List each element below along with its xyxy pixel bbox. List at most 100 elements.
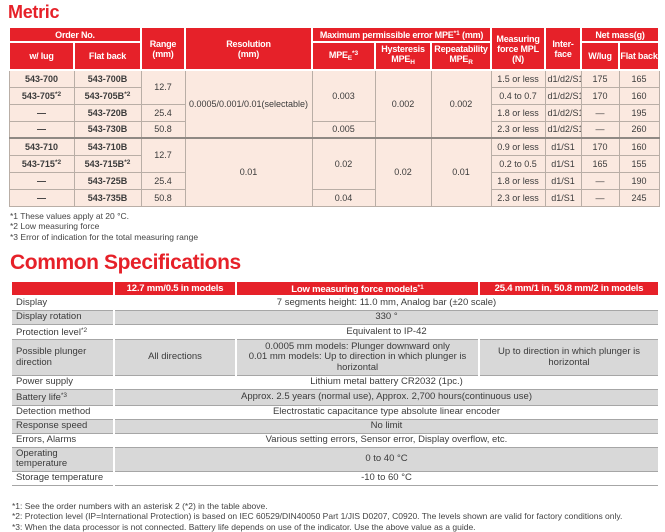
models-12-7-header: 12.7 mm/0.5 in models bbox=[114, 281, 236, 296]
metric-section-title: Metric bbox=[8, 2, 660, 23]
interface-header-line2: face bbox=[546, 49, 580, 59]
mass-flat-back-cell: 195 bbox=[619, 104, 659, 121]
interface-cell: d1/d2/S1 bbox=[545, 87, 581, 104]
mass-w-lug-cell: — bbox=[581, 189, 619, 206]
metric-row: — 543-730B 50.8 0.005 2.3 or less d1/d2/… bbox=[9, 121, 659, 138]
range-cell: 25.4 bbox=[141, 104, 185, 121]
low-force-models-text: Low measuring force models bbox=[291, 284, 417, 295]
interface-cell: d1/d2/S1 bbox=[545, 121, 581, 138]
spec-label-cell: Possible plunger direction bbox=[11, 340, 114, 376]
spec-label-cell: Battery life*3 bbox=[11, 390, 114, 406]
spec-label-text: Battery life bbox=[16, 392, 61, 403]
spec-value-cell: 0.0005 mm models: Plunger downward only … bbox=[236, 340, 479, 376]
spec-value-cell: Lithium metal battery CR2032 (1pc.) bbox=[114, 376, 659, 390]
metric-table: Order No. Range (mm) Resolution (mm) Max… bbox=[8, 26, 660, 207]
spec-label-footnote-mark: *2 bbox=[81, 327, 87, 334]
range-cell: 50.8 bbox=[141, 189, 185, 206]
spec-label-cell: Storage temperature bbox=[11, 471, 114, 485]
mpe-group-header-unit: (mm) bbox=[460, 30, 484, 40]
repeatability-header-line2: MPER bbox=[432, 54, 490, 68]
spec-value-cell: Various setting errors, Sensor error, Di… bbox=[114, 433, 659, 447]
spec-row: Operating temperature 0 to 40 °C bbox=[11, 447, 659, 471]
mass-flat-back-cell: 155 bbox=[619, 155, 659, 172]
range-cell: 12.7 bbox=[141, 138, 185, 172]
spec-value-cell: 330 ° bbox=[114, 310, 659, 324]
interface-header-line1: Inter- bbox=[546, 39, 580, 49]
hysteresis-cell: 0.002 bbox=[375, 70, 431, 138]
interface-cell: d1/S1 bbox=[545, 172, 581, 189]
spec-row: Display 7 segments height: 11.0 mm, Anal… bbox=[11, 296, 659, 310]
w-lug-header: w/ lug bbox=[9, 42, 74, 70]
mpe-group-header-text: Maximum permissible error MPE bbox=[320, 30, 454, 40]
order-no-flat-back-cell: 543-715B*2 bbox=[74, 155, 141, 172]
spec-value-cell: Approx. 2.5 years (normal use), Approx. … bbox=[114, 390, 659, 406]
measuring-force-cell: 0.2 to 0.5 bbox=[491, 155, 545, 172]
range-header: Range (mm) bbox=[141, 27, 185, 70]
resolution-header-line1: Resolution bbox=[186, 39, 311, 49]
repeatability-cell: 0.01 bbox=[431, 138, 491, 206]
footnote: *3 Error of indication for the total mea… bbox=[10, 232, 660, 243]
interface-cell: d1/S1 bbox=[545, 138, 581, 155]
order-no-text: 543-715 bbox=[22, 159, 55, 169]
mass-w-lug-cell: 175 bbox=[581, 70, 619, 87]
mpe-e-cell: 0.02 bbox=[312, 138, 375, 189]
order-no-text: 543-715B bbox=[85, 159, 125, 169]
spec-label-cell: Protection level*2 bbox=[11, 324, 114, 340]
spec-value-cell: -10 to 60 °C bbox=[114, 471, 659, 485]
mpe-group-header: Maximum permissible error MPE*1 (mm) bbox=[312, 27, 491, 42]
models-25-4-50-8-header: 25.4 mm/1 in, 50.8 mm/2 in models bbox=[479, 281, 659, 296]
measuring-force-header: Measuring force MPL (N) bbox=[491, 27, 545, 70]
footnote: *3: When the data processor is not conne… bbox=[12, 522, 660, 532]
mass-flat-back-cell: 245 bbox=[619, 189, 659, 206]
spec-row: Possible plunger direction All direction… bbox=[11, 340, 659, 376]
mass-w-lug-cell: 170 bbox=[581, 87, 619, 104]
interface-cell: d1/d2/S1 bbox=[545, 70, 581, 87]
measuring-force-cell: 1.8 or less bbox=[491, 172, 545, 189]
measuring-force-cell: 2.3 or less bbox=[491, 121, 545, 138]
mass-w-lug-cell: — bbox=[581, 104, 619, 121]
order-no-w-lug-cell: 543-700 bbox=[9, 70, 74, 87]
spec-value-cell: All directions bbox=[114, 340, 236, 376]
mpe-e-cell: 0.003 bbox=[312, 70, 375, 121]
mpe-e-header: MPEE*3 bbox=[312, 42, 375, 70]
order-no-flat-back-cell: 543-710B bbox=[74, 138, 141, 155]
low-force-models-header: Low measuring force models*1 bbox=[236, 281, 479, 296]
order-no-w-lug-cell: 543-710 bbox=[9, 138, 74, 155]
order-no-w-lug-cell: — bbox=[9, 104, 74, 121]
order-no-text: 543-705B bbox=[85, 91, 125, 101]
range-cell: 50.8 bbox=[141, 121, 185, 138]
mass-flat-back-cell: 160 bbox=[619, 87, 659, 104]
mass-flat-back-cell: 260 bbox=[619, 121, 659, 138]
order-no-w-lug-cell: 543-705*2 bbox=[9, 87, 74, 104]
order-no-w-lug-cell: 543-715*2 bbox=[9, 155, 74, 172]
net-mass-header: Net mass(g) bbox=[581, 27, 659, 42]
spec-value-cell: Equivalent to IP-42 bbox=[114, 324, 659, 340]
mpe-e-cell: 0.005 bbox=[312, 121, 375, 138]
range-header-line2: (mm) bbox=[142, 49, 184, 59]
spec-row: Battery life*3 Approx. 2.5 years (normal… bbox=[11, 390, 659, 406]
common-specs-section-title: Common Specifications bbox=[10, 251, 660, 275]
common-specs-table: 12.7 mm/0.5 in models Low measuring forc… bbox=[10, 280, 660, 486]
repeatability-header: Repeatability MPER bbox=[431, 42, 491, 70]
mass-w-lug-cell: — bbox=[581, 172, 619, 189]
footnote: *2 Low measuring force bbox=[10, 221, 660, 232]
blank-header-cell bbox=[11, 281, 114, 296]
mass-flat-back-cell: 165 bbox=[619, 70, 659, 87]
order-no-footnote-mark: *2 bbox=[55, 159, 61, 166]
range-cell: 12.7 bbox=[141, 70, 185, 104]
hysteresis-mpe-sub: H bbox=[410, 59, 415, 66]
order-no-flat-back-cell: 543-720B bbox=[74, 104, 141, 121]
metric-row: 543-700 543-700B 12.7 0.0005/0.001/0.01(… bbox=[9, 70, 659, 87]
measuring-force-cell: 0.4 to 0.7 bbox=[491, 87, 545, 104]
spec-value-cell: No limit bbox=[114, 419, 659, 433]
range-header-line1: Range bbox=[142, 39, 184, 49]
mpe-e-header-text: MPE bbox=[329, 50, 348, 60]
repeatability-mpe-sub: R bbox=[468, 59, 473, 66]
low-force-models-footnote-mark: *1 bbox=[418, 284, 424, 291]
hysteresis-header-line1: Hysteresis bbox=[376, 44, 430, 54]
footnote: *1 These values apply at 20 °C. bbox=[10, 211, 660, 222]
interface-cell: d1/S1 bbox=[545, 155, 581, 172]
spec-label-cell: Errors, Alarms bbox=[11, 433, 114, 447]
metric-row: 543-710 543-710B 12.7 0.01 0.02 0.02 0.0… bbox=[9, 138, 659, 155]
spec-value-cell: 0 to 40 °C bbox=[114, 447, 659, 471]
